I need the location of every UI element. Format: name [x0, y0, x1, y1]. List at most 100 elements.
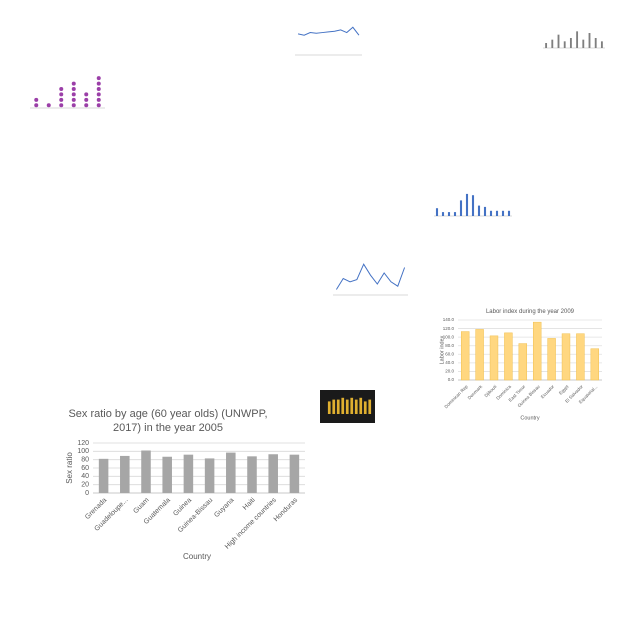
y-tick-label: 120	[77, 440, 89, 447]
bar	[576, 333, 585, 381]
dot	[71, 81, 76, 86]
dot	[96, 103, 101, 108]
y-tick-label: 0.0	[448, 377, 455, 382]
bar	[268, 454, 278, 493]
dot-column	[71, 81, 76, 108]
bar	[336, 399, 340, 414]
dot-column	[84, 92, 89, 108]
bar	[435, 208, 439, 216]
bar	[547, 338, 556, 381]
dot	[59, 87, 64, 91]
dot-column	[59, 87, 64, 108]
x-tick-label: Honduras	[273, 496, 300, 523]
bar	[354, 399, 358, 414]
y-tick-label: 100.0	[443, 334, 455, 339]
dot	[71, 97, 76, 102]
x-tick-label: Guyana	[213, 497, 235, 519]
dot	[84, 97, 89, 102]
bar	[545, 43, 548, 48]
dot	[59, 92, 64, 97]
chart-title: Labor index during the year 2009	[485, 309, 575, 315]
bar	[368, 399, 372, 414]
y-tick-label: 20	[81, 482, 89, 489]
y-tick-label: 60	[81, 465, 89, 472]
bar	[477, 205, 481, 216]
bar	[594, 38, 597, 48]
bar	[332, 399, 336, 414]
x-tick-label: Haiti	[242, 496, 257, 511]
x-axis-label: Country	[520, 415, 540, 421]
dot	[84, 103, 89, 108]
bar	[447, 212, 451, 216]
bar	[341, 397, 345, 414]
y-tick-label: 100	[77, 448, 89, 455]
y-tick-label: 80	[81, 457, 89, 464]
bar	[359, 397, 363, 414]
bar	[569, 38, 572, 48]
bar	[289, 454, 300, 493]
y-axis-label: Sex ratio	[65, 452, 74, 484]
y-tick-label: 0	[85, 490, 89, 497]
x-tick-label: Ecuador	[540, 384, 556, 400]
dot	[84, 92, 89, 97]
dot	[96, 81, 101, 86]
bar	[204, 458, 215, 493]
dot	[71, 87, 76, 91]
bar	[465, 193, 469, 216]
dot-column	[96, 76, 101, 108]
bar	[518, 343, 528, 381]
dot	[34, 97, 39, 102]
y-tick-label: 60.0	[445, 351, 454, 356]
dot	[34, 103, 39, 108]
dot	[59, 103, 64, 108]
x-tick-label: Guam	[132, 497, 151, 516]
y-tick-label: 40	[81, 473, 89, 480]
dot	[96, 87, 101, 91]
bar	[551, 39, 554, 48]
y-tick-label: 120.0	[443, 326, 455, 331]
bar	[582, 39, 585, 48]
y-tick-label: 80.0	[445, 343, 454, 348]
chart-title: Sex ratio by age (60 year olds) (UNWPP, …	[68, 408, 268, 434]
dot	[96, 76, 101, 81]
bar	[226, 452, 236, 493]
dot	[59, 97, 64, 102]
bar	[141, 450, 151, 493]
bar	[483, 206, 487, 216]
bar	[453, 212, 457, 216]
bar	[563, 41, 566, 48]
bar	[162, 456, 172, 493]
bar	[459, 200, 463, 216]
dot	[96, 92, 101, 97]
x-tick-label: Dominican Rep	[443, 384, 469, 410]
bar	[507, 210, 511, 216]
bar	[504, 332, 513, 381]
bar	[475, 329, 484, 381]
bar	[532, 321, 542, 381]
dot-column	[46, 103, 51, 108]
x-tick-label: Guinea	[172, 497, 193, 518]
x-axis-label: Country	[183, 552, 211, 561]
dot-column	[34, 97, 39, 108]
bar	[495, 210, 499, 216]
bar	[588, 33, 591, 48]
bar	[557, 34, 560, 48]
bar	[501, 210, 505, 216]
bar	[247, 456, 257, 493]
y-tick-label: 20.0	[445, 369, 454, 374]
x-tick-label: Egypt	[558, 383, 570, 395]
bar	[350, 397, 354, 414]
bar	[489, 335, 499, 381]
bar	[327, 401, 331, 414]
bar	[183, 454, 194, 493]
bar	[576, 31, 579, 48]
dot	[71, 103, 76, 108]
bar	[489, 210, 493, 216]
bar	[460, 331, 470, 381]
line	[297, 26, 360, 36]
bar	[590, 348, 600, 381]
dot	[46, 103, 51, 108]
bar	[600, 41, 603, 48]
